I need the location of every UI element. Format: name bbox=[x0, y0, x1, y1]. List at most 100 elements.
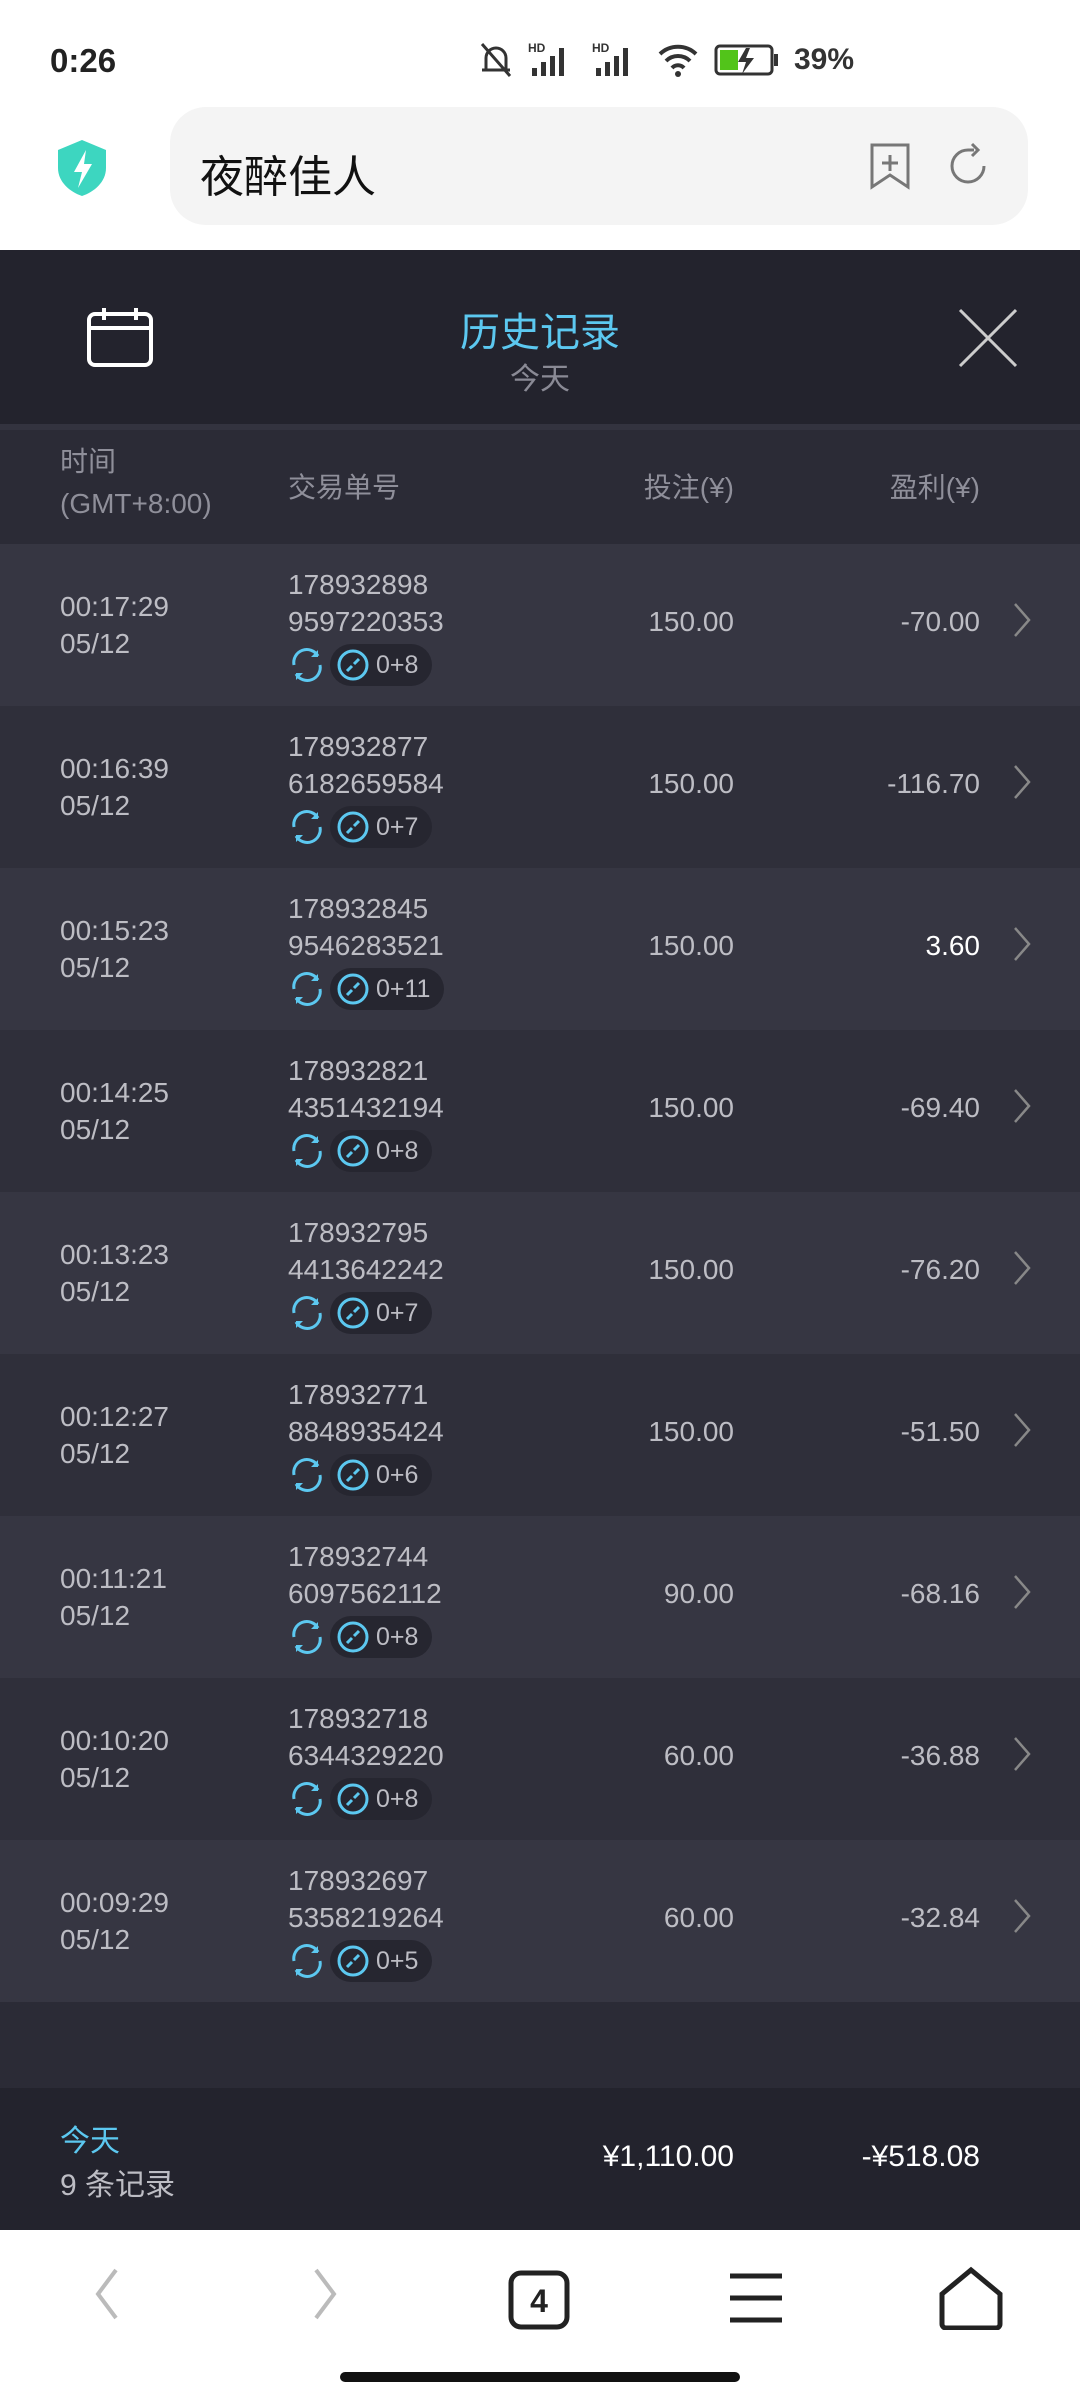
order-id-part1: 178932771 bbox=[288, 1379, 429, 1410]
record-row[interactable]: 00:14:25 05/12 178932821 4351432194 0+8 15… bbox=[0, 1030, 1080, 1192]
col-time: 时间 bbox=[60, 446, 117, 477]
order-id-part1: 178932845 bbox=[288, 893, 429, 924]
record-bet: 60.00 bbox=[663, 1740, 734, 1771]
parlay-tag: 0+8 bbox=[330, 1616, 433, 1658]
menu-button[interactable] bbox=[728, 2270, 784, 2331]
record-time: 00:16:39 bbox=[60, 753, 169, 784]
chevron-right-icon[interactable] bbox=[1012, 762, 1032, 802]
battery-charging-icon bbox=[714, 44, 778, 76]
clock: 0:26 bbox=[50, 42, 117, 79]
home-icon bbox=[939, 2266, 1003, 2331]
record-bet: 150.00 bbox=[648, 768, 734, 799]
col-bet: 投注(¥) bbox=[643, 472, 734, 503]
sync-icon bbox=[292, 648, 322, 682]
record-bet: 150.00 bbox=[648, 1416, 734, 1447]
history-panel: 历史记录 今天 时间 (GMT+8:00) 交易单号 投注(¥) 盈利(¥) 0… bbox=[0, 250, 1080, 2230]
chevron-right-icon[interactable] bbox=[1012, 600, 1032, 640]
home-button[interactable] bbox=[938, 2266, 1004, 2335]
record-date: 05/12 bbox=[60, 1276, 131, 1307]
parlay-icon bbox=[337, 1297, 369, 1329]
back-button[interactable] bbox=[92, 2264, 122, 2329]
calendar-icon[interactable] bbox=[86, 306, 154, 368]
record-time: 00:15:23 bbox=[60, 915, 169, 946]
svg-text:HD: HD bbox=[528, 41, 546, 55]
record-profit: -36.88 bbox=[900, 1740, 980, 1771]
record-profit: -68.16 bbox=[900, 1578, 980, 1609]
parlay-count: 0+11 bbox=[376, 974, 431, 1003]
record-row[interactable]: 00:17:29 05/12 178932898 9597220353 0+8 15… bbox=[0, 544, 1080, 706]
add-bookmark-icon[interactable] bbox=[868, 141, 912, 191]
chevron-right-icon[interactable] bbox=[1012, 1734, 1032, 1774]
gesture-handle[interactable] bbox=[340, 2372, 740, 2382]
parlay-count: 0+8 bbox=[376, 1136, 419, 1165]
sync-icon bbox=[292, 1620, 322, 1654]
order-id-part2: 5358219264 bbox=[288, 1902, 444, 1933]
chevron-right-icon[interactable] bbox=[1012, 1410, 1032, 1450]
sync-icon bbox=[292, 1458, 322, 1492]
record-time: 00:13:23 bbox=[60, 1239, 169, 1270]
record-profit: 3.60 bbox=[925, 930, 981, 961]
parlay-tag: 0+5 bbox=[330, 1940, 433, 1982]
signal-icon: HD bbox=[528, 41, 564, 76]
tab-count: 4 bbox=[530, 2283, 548, 2319]
record-date: 05/12 bbox=[60, 1762, 131, 1793]
parlay-icon bbox=[337, 973, 369, 1005]
chevron-left-icon bbox=[95, 2268, 118, 2320]
parlay-tag: 0+8 bbox=[330, 1130, 433, 1172]
parlay-count: 0+8 bbox=[376, 1622, 419, 1651]
forward-button[interactable] bbox=[310, 2264, 340, 2329]
record-profit: -32.84 bbox=[900, 1902, 980, 1933]
panel-title: 历史记录 bbox=[460, 311, 620, 355]
record-time: 00:17:29 bbox=[60, 591, 169, 622]
order-id-part2: 4413642242 bbox=[288, 1254, 444, 1285]
parlay-count: 0+7 bbox=[376, 812, 419, 841]
chevron-right-icon[interactable] bbox=[1012, 924, 1032, 964]
record-row[interactable]: 00:15:23 05/12 178932845 9546283521 0+11 1… bbox=[0, 868, 1080, 1030]
parlay-icon bbox=[337, 1621, 369, 1653]
record-row[interactable]: 00:16:39 05/12 178932877 6182659584 0+7 15… bbox=[0, 706, 1080, 868]
chevron-right-icon[interactable] bbox=[1012, 1248, 1032, 1288]
security-shield-icon[interactable] bbox=[56, 138, 108, 198]
record-profit: -70.00 bbox=[900, 606, 980, 637]
record-row[interactable]: 00:12:27 05/12 178932771 8848935424 0+6 15… bbox=[0, 1354, 1080, 1516]
chevron-right-icon[interactable] bbox=[1012, 1086, 1032, 1126]
order-id-part2: 6344329220 bbox=[288, 1740, 444, 1771]
record-profit: -116.70 bbox=[887, 768, 980, 799]
summary-footer: 今天 9 条记录 ¥1,110.00 -¥518.08 bbox=[0, 2088, 1080, 2230]
record-date: 05/12 bbox=[60, 1600, 131, 1631]
parlay-tag: 0+11 bbox=[330, 968, 445, 1010]
parlay-tag: 0+6 bbox=[330, 1454, 433, 1496]
record-row[interactable]: 00:09:29 05/12 178932697 5358219264 0+5 60… bbox=[0, 1840, 1080, 2002]
address-bar[interactable]: 夜醉佳人 bbox=[170, 107, 1028, 225]
chevron-right-icon bbox=[314, 2268, 337, 2320]
record-profit: -69.40 bbox=[900, 1092, 980, 1123]
parlay-icon bbox=[337, 1459, 369, 1491]
refresh-icon[interactable] bbox=[946, 141, 992, 191]
record-row[interactable]: 00:11:21 05/12 178932744 6097562112 0+8 90… bbox=[0, 1516, 1080, 1678]
panel-subtitle: 今天 bbox=[510, 363, 570, 396]
svg-text:HD: HD bbox=[592, 41, 610, 55]
record-bet: 90.00 bbox=[663, 1578, 734, 1609]
record-date: 05/12 bbox=[60, 952, 131, 983]
sync-icon bbox=[292, 1782, 322, 1816]
order-id-part1: 178932697 bbox=[288, 1865, 429, 1896]
parlay-icon bbox=[337, 1783, 369, 1815]
record-row[interactable]: 00:13:23 05/12 178932795 4413642242 0+7 15… bbox=[0, 1192, 1080, 1354]
record-date: 05/12 bbox=[60, 1438, 131, 1469]
order-id-part2: 9546283521 bbox=[288, 930, 444, 961]
tabs-button[interactable]: 4 bbox=[508, 2270, 570, 2335]
sync-icon bbox=[292, 1944, 322, 1978]
summary-total-bet: ¥1,110.00 bbox=[602, 2140, 734, 2173]
record-time: 00:14:25 bbox=[60, 1077, 169, 1108]
record-profit: -51.50 bbox=[900, 1416, 980, 1447]
record-row[interactable]: 00:10:20 05/12 178932718 6344329220 0+8 60… bbox=[0, 1678, 1080, 1840]
chevron-right-icon[interactable] bbox=[1012, 1572, 1032, 1612]
chevron-right-icon[interactable] bbox=[1012, 1896, 1032, 1936]
col-timezone: (GMT+8:00) bbox=[60, 488, 212, 519]
close-icon[interactable] bbox=[956, 306, 1020, 370]
hamburger-icon bbox=[730, 2273, 782, 2323]
parlay-tag: 0+7 bbox=[330, 1292, 433, 1334]
browser-nav-bar: 4 bbox=[0, 2230, 1080, 2400]
sync-icon bbox=[292, 1296, 322, 1330]
parlay-count: 0+7 bbox=[376, 1298, 419, 1327]
